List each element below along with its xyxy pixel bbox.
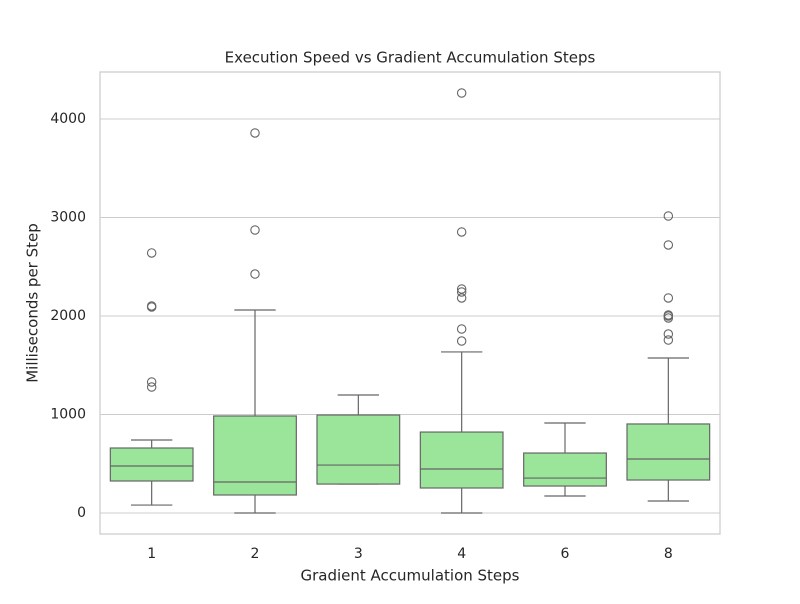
- x-tick-label: 2: [251, 546, 260, 562]
- x-axis-label: Gradient Accumulation Steps: [300, 567, 519, 585]
- outlier: [250, 128, 260, 138]
- outlier: [663, 313, 674, 323]
- x-tick-label: 3: [354, 546, 363, 562]
- outlier: [456, 227, 467, 237]
- box: [316, 414, 401, 485]
- box: [523, 452, 607, 487]
- x-tick-label: 8: [664, 546, 673, 562]
- x-tick-label: 4: [457, 546, 466, 562]
- outlier: [456, 336, 467, 346]
- outlier: [146, 377, 157, 387]
- outlier: [456, 293, 467, 303]
- outlier: [663, 335, 674, 345]
- outlier: [146, 302, 157, 312]
- box: [213, 415, 297, 496]
- plot-frame: [99, 71, 721, 535]
- y-tick-label: 0: [77, 505, 86, 521]
- x-tick-label: 1: [147, 546, 156, 562]
- outlier: [663, 211, 674, 221]
- outlier: [456, 324, 467, 334]
- outlier: [663, 329, 674, 339]
- outlier: [456, 287, 467, 297]
- y-axis-label: Milliseconds per Step: [24, 223, 42, 383]
- outlier: [663, 293, 674, 303]
- box: [109, 447, 194, 482]
- y-tick-label: 1000: [50, 407, 86, 423]
- outlier: [456, 88, 467, 98]
- outlier: [146, 248, 157, 258]
- outlier: [250, 225, 260, 235]
- outlier: [250, 269, 260, 279]
- chart-title: Execution Speed vs Gradient Accumulation…: [225, 49, 596, 67]
- box: [419, 431, 504, 489]
- y-tick-label: 3000: [50, 209, 86, 225]
- outlier: [456, 284, 467, 294]
- x-tick-label: 6: [561, 546, 570, 562]
- outlier: [146, 382, 157, 392]
- y-tick-label: 2000: [50, 308, 86, 324]
- y-tick-label: 4000: [50, 111, 86, 127]
- box: [626, 423, 711, 481]
- outlier: [663, 240, 674, 250]
